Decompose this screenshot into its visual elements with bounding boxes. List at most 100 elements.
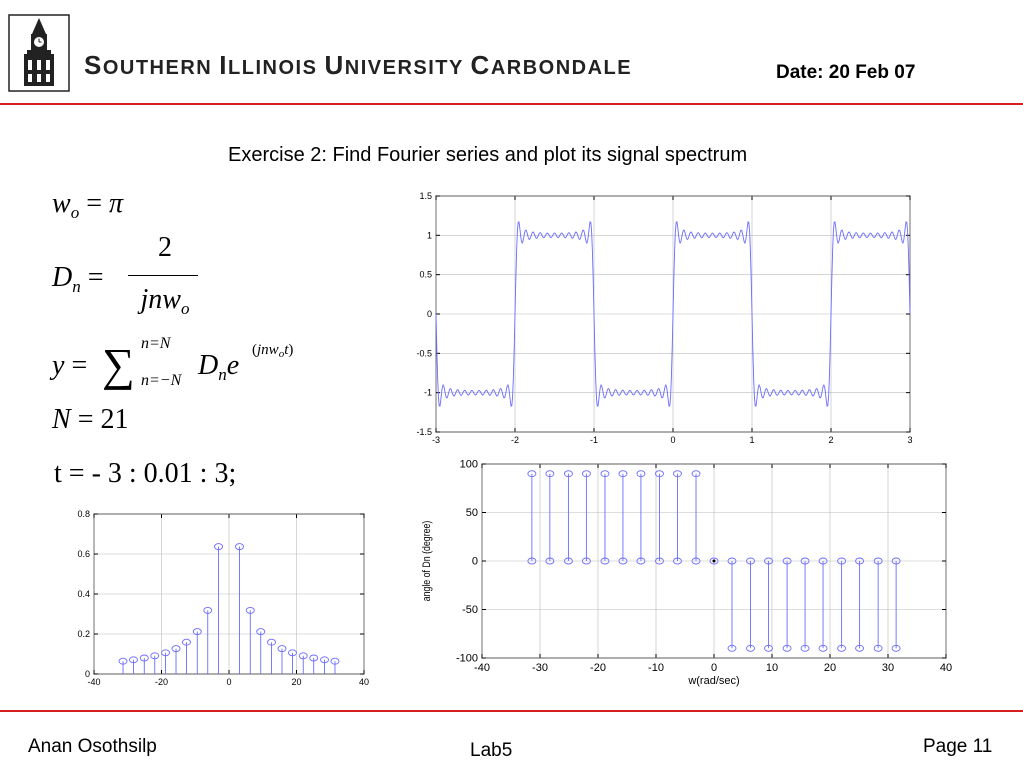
- y-tick-label: 1: [427, 230, 432, 240]
- stem-marker: [203, 606, 213, 614]
- x-tick-label: -20: [590, 662, 606, 674]
- stem-base-marker: [891, 557, 901, 565]
- stem-marker: [118, 657, 128, 665]
- stem-marker: [691, 470, 701, 478]
- y-tick-label: 100: [460, 459, 478, 471]
- stem-base-marker: [655, 557, 664, 565]
- y-tick-label: 0.8: [77, 509, 90, 519]
- stem-marker: [782, 644, 792, 652]
- x-tick-label: 3: [907, 435, 912, 445]
- x-tick-label: 0: [670, 435, 675, 445]
- y-tick-label: 0.6: [77, 549, 90, 559]
- stem-marker: [235, 543, 244, 551]
- y-tick-label: 0: [85, 669, 90, 679]
- university-word: ILLINOIS: [219, 50, 318, 80]
- x-tick-label: 20: [291, 677, 301, 687]
- n-value: 21: [100, 404, 129, 435]
- stem-base-marker: [527, 557, 537, 565]
- y-tick-label: 0.4: [77, 589, 90, 599]
- stem-base-marker: [600, 557, 610, 565]
- square-wave-chart: -3 -2 -1 0 1 2 3 -1.5 -1 -0.5 0 0.5 1 1.5: [416, 191, 912, 445]
- stem-base-marker: [618, 557, 628, 565]
- x-tick-label: 40: [940, 662, 952, 674]
- lab-label: Lab5: [470, 740, 513, 761]
- stem-marker: [727, 644, 737, 652]
- y-tick-label: 0: [472, 556, 478, 568]
- phase-spectrum-chart: -40 -30 -20 -10 0 10 20 30 40-100-50050100w(rad/…: [421, 459, 952, 687]
- x-tick-label: -30: [532, 662, 548, 674]
- stem-marker: [256, 628, 266, 636]
- x-tick-label: -10: [648, 662, 664, 674]
- equation-n: N = 21: [52, 404, 129, 435]
- stem-base-marker: [727, 557, 737, 565]
- stem-base-marker: [636, 557, 646, 565]
- stem-marker: [818, 644, 828, 652]
- stem-marker: [764, 644, 773, 652]
- header-divider: [0, 103, 1023, 105]
- y-tick-label: -50: [462, 604, 478, 616]
- stem-marker: [636, 470, 646, 478]
- x-tick-label: -2: [511, 435, 519, 445]
- stem-marker: [330, 657, 340, 665]
- stem-base-marker: [691, 557, 701, 565]
- x-tick-label: -1: [590, 435, 598, 445]
- y-tick-label: 1.5: [419, 191, 432, 201]
- stem-marker: [129, 656, 138, 664]
- stem-base-marker: [581, 557, 591, 565]
- stem-marker: [150, 652, 160, 660]
- stem-marker: [891, 644, 901, 652]
- stem-marker: [527, 470, 537, 478]
- y-tick-label: -0.5: [416, 348, 432, 358]
- equation-dn-denominator: jnwo: [140, 284, 190, 318]
- stem-marker: [855, 644, 865, 652]
- university-name: SOUTHERN ILLINOIS UNIVERSITY CARBONDALE: [84, 50, 632, 81]
- stem-marker: [161, 649, 171, 657]
- x-tick-label: -40: [474, 662, 490, 674]
- stem-marker: [600, 470, 610, 478]
- x-tick-label: 0: [711, 662, 717, 674]
- stem-marker: [655, 470, 664, 478]
- y-tick-label: 0: [427, 309, 432, 319]
- university-word: CARBONDALE: [470, 50, 633, 80]
- university-word: UNIVERSITY: [324, 50, 464, 80]
- x-tick-label: -3: [432, 435, 440, 445]
- stem-base-marker: [818, 557, 828, 565]
- y-tick-label: 0.5: [419, 270, 432, 280]
- x-axis-label: w(rad/sec): [687, 675, 739, 687]
- stem-marker: [214, 543, 223, 551]
- date-label: Date: 20 Feb 07: [776, 62, 916, 83]
- y-tick-label: -1.5: [416, 427, 432, 437]
- stem-base-marker: [800, 557, 810, 565]
- stem-marker: [545, 470, 555, 478]
- author-name: Anan Osothsilp: [28, 736, 157, 757]
- stem-base-marker: [837, 557, 847, 565]
- stem-marker: [563, 470, 573, 478]
- summation-symbol: ∑: [102, 339, 135, 390]
- equation-t-range: t = - 3 : 0.01 : 3;: [54, 458, 237, 489]
- x-tick-label: 10: [766, 662, 778, 674]
- equation-y-lhs: y =: [52, 350, 88, 381]
- stem-marker: [139, 654, 149, 662]
- stem-marker: [873, 644, 883, 652]
- y-tick-label: 0.2: [77, 629, 90, 639]
- y-axis-label: angle of Dn (degree): [421, 521, 433, 602]
- x-tick-label: 20: [824, 662, 836, 674]
- stem-marker: [673, 470, 682, 478]
- x-tick-label: 0: [226, 677, 231, 687]
- exponent: (jnwot): [252, 342, 294, 360]
- stem-marker: [709, 557, 719, 565]
- x-tick-label: -40: [87, 677, 100, 687]
- university-logo: [8, 14, 70, 92]
- stem-marker: [298, 652, 308, 660]
- stem-marker: [581, 470, 591, 478]
- stem-marker: [800, 644, 810, 652]
- stem-marker: [618, 470, 628, 478]
- x-tick-label: 40: [359, 677, 369, 687]
- slide-title: Exercise 2: Find Fourier series and plot…: [228, 144, 748, 166]
- fraction-bar: [128, 275, 198, 276]
- stem-base-marker: [782, 557, 792, 565]
- stem-base-marker: [563, 557, 573, 565]
- stem-base-marker: [873, 557, 883, 565]
- sum-lower-limit: n=−N: [141, 372, 182, 389]
- stem-base-marker: [855, 557, 865, 565]
